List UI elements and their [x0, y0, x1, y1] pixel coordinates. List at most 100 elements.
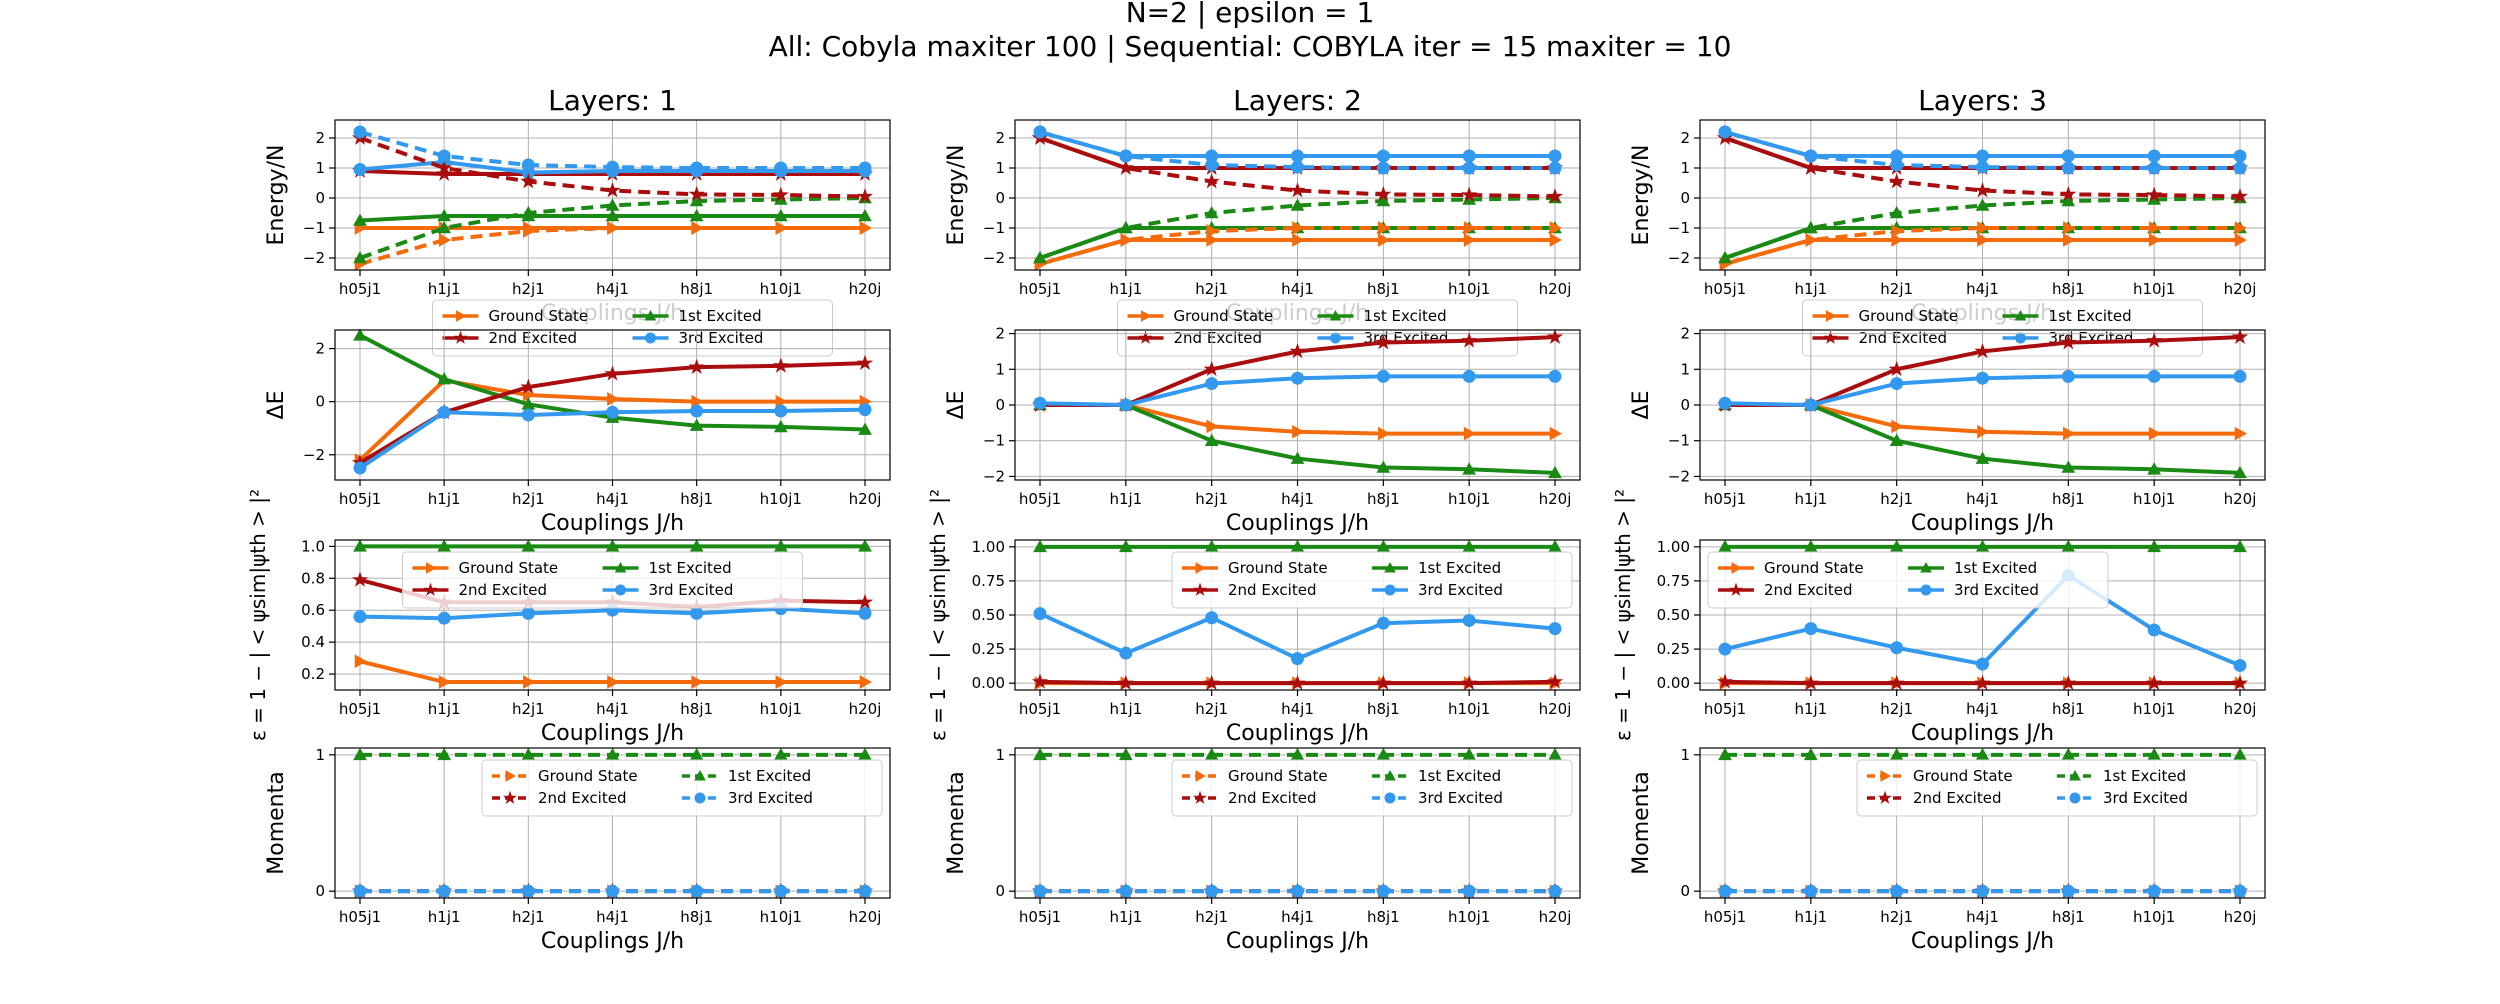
panel-r1-c2-point-1st-excited [2061, 460, 2076, 473]
panel-r3-c2-ytick-label: 1 [1680, 746, 1690, 764]
panel-r2-c2-legend-label-2nd-excited: 2nd Excited [1764, 581, 1852, 599]
panel-r1-c0-point-3rd-excited [774, 404, 788, 418]
panel-r3-c2-xtick-label: h8j1 [2052, 908, 2085, 926]
panel-r2-c2: h05j1 h1j1 h2j1 h4j1 h8j1 h10j1 h20j 0.00 0.25 0.… [1611, 489, 2266, 746]
panel-r1-c1-point-3rd-excited [1291, 371, 1304, 385]
panel-r0-c2-series-3rd-excited-dashed [1718, 125, 2247, 175]
panel-r2-c0-xtick-label: h20j [849, 700, 882, 718]
panel-r0-c0-point-3rd-excited [353, 125, 367, 139]
panel-r3-c2-point-3rd-excited [2147, 884, 2161, 898]
panel-r0-c0-point-3rd-excited [774, 161, 788, 175]
panel-r1-c0-series-3rd-excited-solid [353, 403, 872, 475]
panel-r3-c0-point-3rd-excited [606, 884, 619, 898]
panel-r0-c1-point-3rd-excited [1376, 161, 1390, 175]
panel-r2-c1-point-3rd-excited [1205, 611, 1219, 625]
panel-r2-c2-legend-label-3rd-excited: 3rd Excited [1954, 581, 2039, 599]
panel-r2-c1: h05j1 h1j1 h2j1 h4j1 h8j1 h10j1 h20j 0.00 0.25 0.… [926, 489, 1581, 746]
panel-r1-c1-ytick-label: −2 [983, 467, 1005, 485]
panel-r1-c0-point-3rd-excited [606, 405, 619, 419]
panel-r0-c2-point-3rd-excited [2061, 149, 2075, 163]
panel-r2-c2-point-3rd-excited [1718, 642, 1732, 656]
panel-r1-c1-xtick-label: h05j1 [1019, 490, 1061, 508]
panel-r0-c0-xtick-label: h8j1 [680, 280, 713, 298]
panel-r3-c2-point-3rd-excited [1890, 884, 1904, 898]
panel-r3-c0-point-3rd-excited [690, 884, 704, 898]
panel-r3-c0-legend: Ground State 1st Excited 2nd Excited 3rd Ex… [481, 759, 883, 817]
panel-r0-c1-xtick-label: h05j1 [1019, 280, 1061, 298]
panel-r0-c2-series-ground-state-solid [1719, 233, 2248, 271]
panel-r3-c2-point-1st-excited [2233, 747, 2247, 761]
panel-r0-c2-point-ground-state [2234, 221, 2248, 235]
panel-r0-c1-point-3rd-excited [1033, 125, 1047, 139]
panel-r1-c0-point-2nd-excited [604, 365, 621, 381]
panel-r0-c2-point-3rd-excited [1976, 160, 1989, 174]
panel-r0-c2-xtick-label: h20j [2224, 280, 2257, 298]
panel-r3-c1-point-3rd-excited [1205, 884, 1219, 898]
panel-r1-c1-point-ground-state [1549, 426, 1563, 441]
panel-r2-c2-ytick-label: 0.75 [1657, 572, 1690, 590]
panel-r3-c2-legend-frame [1856, 759, 2258, 817]
panel-r3-c1-legend-marker-ground-state [1195, 770, 1207, 782]
panel-r3-c0-ytick-label: 1 [315, 746, 325, 764]
panel-r1-c0-point-2nd-excited [520, 378, 537, 394]
panel-r3-c1-xtick-label: h1j1 [1109, 908, 1142, 926]
panel-r1-c1-series-3rd-excited-solid [1033, 369, 1562, 412]
panel-r1-c2-point-3rd-excited [1718, 396, 1732, 410]
panel-r1-c2-point-ground-state [1977, 424, 1990, 439]
panel-r0-c1-xtick-label: h2j1 [1195, 280, 1228, 298]
panel-r2-c2-point-2nd-excited [1802, 674, 1819, 691]
panel-r2-c0-point-ground-state [438, 675, 452, 689]
panel-r0-c0-series-1st-excited-solid [353, 208, 872, 226]
panel-r1-c1-point-3rd-excited [1119, 398, 1133, 412]
panel-r2-c1-point-3rd-excited [1376, 616, 1390, 630]
panel-r0-c2-xtick-label: h4j1 [1966, 280, 1999, 298]
panel-r0-c1-ytick-label: −2 [983, 249, 1005, 267]
panel-r0-c1-point-ground-state [1463, 221, 1477, 235]
panel-r0-c1-point-ground-state [1120, 233, 1133, 247]
panel-r0-c1-ytick-label: −1 [983, 219, 1005, 237]
figure-title-line1: N=2 | epsilon = 1 [1126, 0, 1375, 29]
panel-r2-c0-point-1st-excited [773, 539, 788, 552]
panel-r0-c1-point-2nd-excited [1117, 159, 1134, 175]
panel-r2-c1-ytick-label: 0.50 [972, 606, 1005, 624]
panel-r3-c0-series-3rd-excited-dashed [353, 884, 872, 898]
panel-r0-c0-point-3rd-excited [690, 161, 704, 175]
panel-r0-c0-point-1st-excited [605, 198, 620, 211]
panel-r1-c1-point-2nd-excited [1203, 360, 1220, 377]
panel-r1-c0-point-3rd-excited [521, 408, 535, 422]
panel-r3-c1-ytick-label: 0 [995, 882, 1005, 900]
panel-r1-c1-xtick-label: h1j1 [1109, 490, 1142, 508]
panel-r0-c0-point-ground-state [691, 221, 704, 235]
panel-r3-c2-series-3rd-excited-dashed [1718, 884, 2247, 898]
panel-r1-c2: h05j1 h1j1 h2j1 h4j1 h8j1 h10j1 h20j −2 −1 0 1 2 Cou… [1629, 325, 2266, 536]
panel-r3-c1-legend-label-3rd-excited: 3rd Excited [1418, 789, 1503, 807]
panel-r3-c1-xtick-label: h2j1 [1195, 908, 1228, 926]
panel-r2-c2-point-2nd-excited [2231, 674, 2249, 691]
panel-r2-c0-point-ground-state [775, 675, 788, 689]
panel-r0-c2-point-ground-state [2148, 233, 2162, 247]
panel-r1-c1-point-3rd-excited [1205, 377, 1219, 391]
panel-r3-c2-legend: Ground State 1st Excited 2nd Excited 3rd Ex… [1856, 759, 2258, 817]
panel-r2-c0-point-ground-state [354, 654, 368, 669]
panel-r1-c1-ytick-label: 1 [995, 360, 1005, 378]
panel-r1-c2-point-3rd-excited [2233, 369, 2247, 383]
panel-r0-c0-point-1st-excited [689, 208, 704, 222]
panel-r2-c1-ytick-label: 0.25 [972, 640, 1005, 658]
panel-r2-c1-xtick-label: h10j1 [1448, 700, 1490, 718]
panel-r0-c2-title: Layers: 3 [1918, 84, 2047, 117]
panel-r0-c2-xtick-label: h1j1 [1794, 280, 1827, 298]
panel-r1-c2-point-3rd-excited [1976, 371, 1989, 385]
panel-r0-c1-point-3rd-excited [1291, 160, 1304, 174]
panel-r1-c0-point-3rd-excited [690, 404, 704, 418]
panel-r0-c2: h05j1h1j1h2j1h4j1h8j1h10j1h20j−2−1012Cou… [1629, 84, 2266, 357]
panel-r2-c0-point-ground-state [607, 675, 620, 689]
panel-r0-c0-point-2nd-excited [520, 173, 537, 189]
panel-r0-c2-point-2nd-excited [2060, 185, 2077, 202]
panel-r1-c0-point-ground-state [523, 388, 536, 402]
panel-r2-c0-point-1st-excited [858, 539, 872, 552]
panel-r3-c1-legend-label-ground-state: Ground State [1228, 767, 1328, 785]
panel-r2-c2-point-1st-excited [2147, 539, 2162, 553]
panel-r3-c1-point-1st-excited [1118, 747, 1133, 761]
panel-r2-c1-xlabel: Couplings J/h [1226, 721, 1369, 746]
panel-r3-c2: h05j1 h1j1 h2j1 h4j1 h8j1 h10j1 h20j 0 1 Coupling… [1629, 746, 2266, 954]
